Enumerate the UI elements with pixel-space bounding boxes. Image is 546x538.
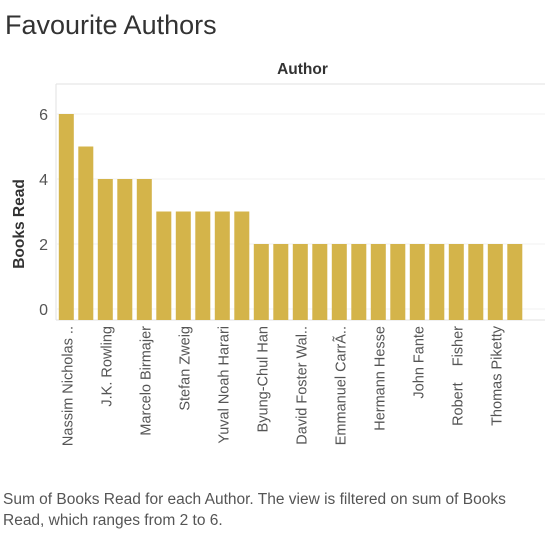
x-tick-label-11: Byung-Chul Han xyxy=(255,326,271,432)
bar-chart: Author 0 2 4 6 Books Read Nassim Nicholas .. J.… xyxy=(11,61,545,446)
y-tick-label-4: 4 xyxy=(39,172,48,189)
bar-3[interactable] xyxy=(97,179,113,320)
bar-8[interactable] xyxy=(195,211,211,321)
bar-9[interactable] xyxy=(214,211,230,321)
chart-caption: Sum of Books Read for each Author. The v… xyxy=(3,491,506,529)
bar-2[interactable] xyxy=(78,146,94,321)
x-tick-label-15: Emmanuel CarrÃ.. xyxy=(332,326,349,445)
bar-13[interactable] xyxy=(292,244,308,320)
bar-4[interactable] xyxy=(117,179,133,320)
y-tick-label-0: 0 xyxy=(39,302,48,319)
axis-header-author: Author xyxy=(277,61,328,78)
x-tick-label-9: Yuval Noah Harari xyxy=(216,326,232,444)
y-tick-label-6: 6 xyxy=(39,107,48,124)
bar-6[interactable] xyxy=(156,211,172,321)
x-tick-label-19: John Fante xyxy=(411,326,427,399)
bar-22[interactable] xyxy=(468,244,484,320)
bar-16[interactable] xyxy=(351,244,367,320)
bar-21[interactable] xyxy=(448,244,464,320)
bar-17[interactable] xyxy=(370,244,386,320)
x-tick-label-1: Nassim Nicholas .. xyxy=(60,326,76,446)
bar-12[interactable] xyxy=(273,244,289,320)
bar-19[interactable] xyxy=(409,244,425,320)
bar-10[interactable] xyxy=(234,211,250,321)
y-tick-label-2: 2 xyxy=(39,237,48,254)
x-tick-label-13: David Foster Wal.. xyxy=(294,326,310,445)
bar-24[interactable] xyxy=(507,244,523,320)
bar-1[interactable] xyxy=(58,114,74,320)
bar-20[interactable] xyxy=(429,244,445,320)
bar-11[interactable] xyxy=(253,244,269,320)
bar-15[interactable] xyxy=(331,244,347,320)
x-tick-label-7: Stefan Zweig xyxy=(177,326,193,411)
bar-7[interactable] xyxy=(175,211,191,321)
bar-14[interactable] xyxy=(312,244,328,320)
x-tick-label-3: J.K. Rowling xyxy=(99,326,115,407)
chart-title: Favourite Authors xyxy=(5,10,217,40)
bar-5[interactable] xyxy=(136,179,152,320)
bar-18[interactable] xyxy=(390,244,406,320)
x-tick-label-17: Hermann Hesse xyxy=(372,326,388,431)
y-axis-title: Books Read xyxy=(11,179,28,269)
x-tick-label-23: Thomas Piketty xyxy=(489,325,505,426)
x-tick-label-5: Marcelo Birmajer xyxy=(138,326,154,436)
x-tick-label-21: Robert Fisher xyxy=(450,326,466,426)
bar-23[interactable] xyxy=(487,244,503,320)
